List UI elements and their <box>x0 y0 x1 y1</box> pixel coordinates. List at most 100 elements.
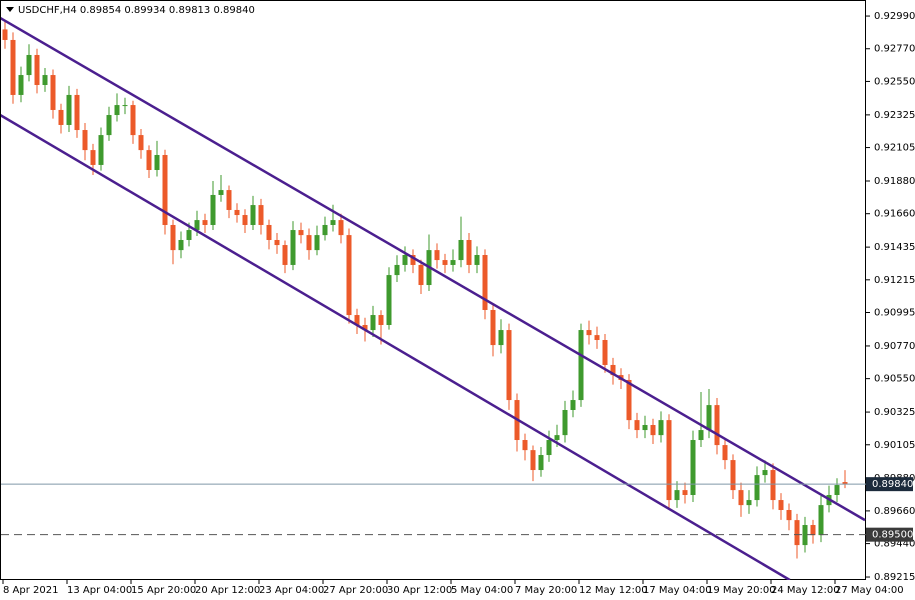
candle-body <box>506 330 512 401</box>
x-tick-label: 12 May 12:00 <box>579 585 648 596</box>
candle-body <box>258 205 264 225</box>
trend-line <box>1 17 866 522</box>
candle-body <box>242 215 248 225</box>
y-tick-label: 0.92325 <box>874 110 915 121</box>
candle-body <box>746 500 752 506</box>
candle-body <box>538 455 544 471</box>
candle-body <box>298 230 304 236</box>
x-tick-label: 27 May 04:00 <box>835 585 904 596</box>
candle-body <box>42 75 48 86</box>
candle-body <box>738 490 744 506</box>
candle-body <box>178 239 184 251</box>
x-tick-label: 5 May 04:00 <box>451 585 513 596</box>
candle-body <box>834 485 840 495</box>
candle-body <box>138 135 144 151</box>
candle-body <box>818 505 824 536</box>
candle-body <box>778 500 784 511</box>
plot-frame <box>0 0 866 580</box>
candle-body <box>610 364 616 376</box>
chart-title: USDCHF,H4 0.89854 0.89934 0.89813 0.8984… <box>18 5 255 16</box>
candle-body <box>82 130 88 151</box>
candle-body <box>626 379 632 421</box>
y-tick-label: 0.90550 <box>874 374 915 385</box>
candle-body <box>714 405 720 446</box>
candle-body <box>586 330 592 336</box>
candle-body <box>498 330 504 346</box>
candle-body <box>386 275 392 325</box>
candle-body <box>794 520 800 546</box>
candle-body <box>602 340 608 365</box>
candle-body <box>562 409 568 436</box>
candle-body <box>690 440 696 495</box>
candle-body <box>554 435 560 441</box>
candle-body <box>202 220 208 225</box>
candle-body <box>754 475 760 501</box>
candle-body <box>762 470 768 476</box>
x-tick-label: 20 Apr 12:00 <box>195 585 260 596</box>
candle-body <box>34 54 40 86</box>
y-tick-label: 0.90995 <box>874 308 915 319</box>
y-tick-label: 0.92550 <box>874 76 915 87</box>
x-tick-label: 17 May 04:00 <box>643 585 712 596</box>
candle-body <box>842 482 848 485</box>
candle-body <box>26 54 32 76</box>
candle-body <box>394 264 400 276</box>
y-tick-label: 0.91215 <box>874 275 915 286</box>
candle-body <box>18 75 24 95</box>
candle-body <box>570 400 576 410</box>
x-tick-label: 13 Apr 04:00 <box>67 585 132 596</box>
candle-body <box>122 105 128 107</box>
candle-body <box>650 425 656 436</box>
candle-body <box>322 224 328 236</box>
candle-body <box>162 154 168 225</box>
candle-body <box>106 115 112 136</box>
candle-body <box>98 135 104 165</box>
candle-body <box>530 450 536 471</box>
candle-body <box>722 445 728 461</box>
candle-body <box>802 525 808 546</box>
candle-body <box>674 490 680 501</box>
candle-body <box>482 255 488 310</box>
y-tick-label: 0.91880 <box>874 176 915 187</box>
candle-body <box>274 239 280 246</box>
candle-body <box>66 94 72 125</box>
candle-body <box>786 510 792 521</box>
trend-line <box>1 114 791 580</box>
candle-body <box>682 490 688 495</box>
candle-body <box>314 235 320 251</box>
candle-body <box>50 75 56 110</box>
y-tick-label: 0.89660 <box>874 506 915 517</box>
candle-body <box>58 109 64 125</box>
candle-body <box>442 260 448 265</box>
price-label: 0.89500 <box>872 530 913 541</box>
candle-body <box>490 309 496 346</box>
x-tick-label: 7 May 20:00 <box>515 585 577 596</box>
candle-body <box>642 425 648 431</box>
candle-body <box>730 460 736 491</box>
candle-body <box>210 194 216 225</box>
price-label-box <box>866 527 913 542</box>
menu-arrow[interactable] <box>6 7 14 12</box>
candle-body <box>418 264 424 286</box>
candle-body <box>306 235 312 251</box>
candle-body <box>698 430 704 441</box>
candle-body <box>282 245 288 265</box>
candle-body <box>522 440 528 451</box>
y-tick-label: 0.89440 <box>874 539 915 550</box>
candle-body <box>370 315 376 331</box>
candle-body <box>226 190 232 210</box>
y-tick-label: 0.90105 <box>874 440 915 451</box>
candle-body <box>290 230 296 265</box>
candle-body <box>194 220 200 231</box>
candle-body <box>2 29 8 40</box>
price-label: 0.89840 <box>872 479 913 490</box>
candle-body <box>434 250 440 261</box>
y-tick-label: 0.89215 <box>874 572 915 583</box>
candle-body <box>346 235 352 316</box>
candle-body <box>10 39 16 95</box>
x-tick-label: 27 Apr 20:00 <box>323 585 388 596</box>
candle-body <box>354 315 360 325</box>
candle-body <box>362 324 368 331</box>
x-tick-label: 23 Apr 04:00 <box>259 585 324 596</box>
